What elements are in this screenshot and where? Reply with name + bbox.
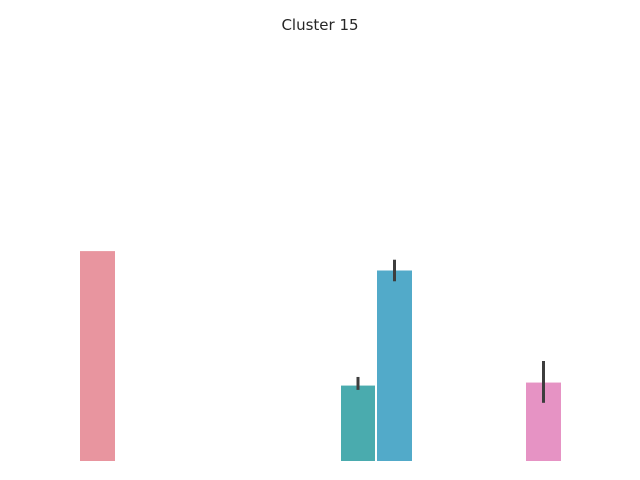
- bars-layer: [80, 251, 561, 461]
- error-bars-layer: [356, 259, 545, 403]
- bar-1: [80, 251, 115, 461]
- chart-title: Cluster 15: [281, 16, 359, 34]
- bar-2: [341, 385, 375, 461]
- bar-3: [377, 270, 412, 461]
